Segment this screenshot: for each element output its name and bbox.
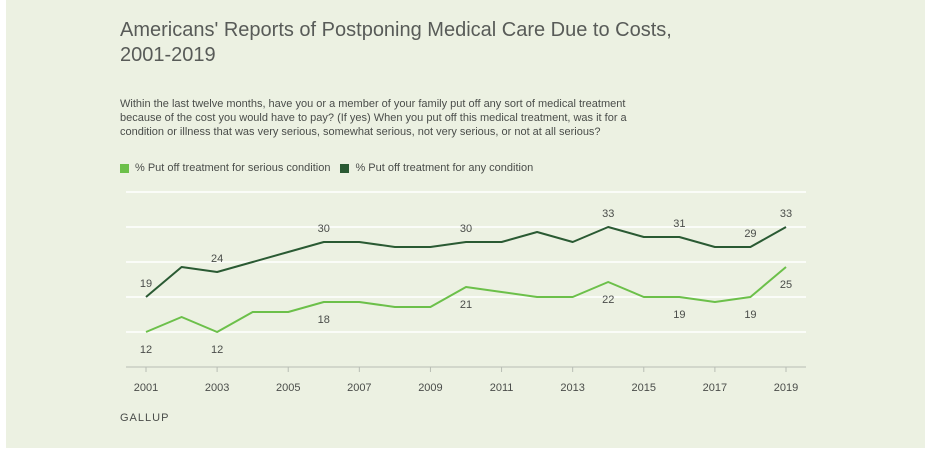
data-label: 31: [673, 218, 685, 230]
legend: % Put off treatment for serious conditio…: [120, 161, 543, 175]
legend-label-serious: % Put off treatment for serious conditio…: [135, 162, 331, 174]
x-tick-label: 2007: [347, 382, 371, 394]
data-label: 21: [460, 299, 472, 311]
legend-swatch-any: [340, 163, 350, 173]
x-tick-label: 2005: [276, 382, 300, 394]
data-label: 22: [602, 294, 614, 306]
chart-subtitle: Within the last twelve months, have you …: [120, 98, 627, 138]
legend-swatch-serious: [120, 163, 129, 173]
legend-label-any: % Put off treatment for any condition: [355, 162, 534, 174]
source-label: GALLUP: [120, 412, 170, 424]
data-label: 19: [140, 278, 152, 290]
legend-item-serious: % Put off treatment for serious conditio…: [120, 162, 330, 174]
data-label: 29: [744, 228, 756, 240]
data-label: 19: [744, 309, 756, 321]
data-label: 25: [780, 279, 792, 291]
x-tick-label: 2003: [205, 382, 229, 394]
data-label: 12: [211, 344, 223, 356]
data-label: 33: [602, 208, 614, 220]
x-tick-label: 2011: [490, 382, 514, 394]
chart-panel: [6, 0, 925, 448]
data-label: 30: [318, 223, 330, 235]
x-tick-label: 2015: [632, 382, 656, 394]
data-label: 12: [140, 344, 152, 356]
data-label: 30: [460, 223, 472, 235]
x-tick-label: 2017: [703, 382, 727, 394]
x-tick-label: 2001: [134, 382, 158, 394]
x-tick-label: 2009: [418, 382, 442, 394]
legend-item-any: % Put off treatment for any condition: [340, 162, 533, 174]
x-tick-label: 2019: [774, 382, 798, 394]
data-label: 18: [318, 314, 330, 326]
chart-title: Americans' Reports of Postponing Medical…: [120, 19, 672, 66]
any-condition-line: [145, 226, 787, 298]
data-label: 33: [780, 208, 792, 220]
data-label: 24: [211, 253, 223, 265]
data-label: 19: [673, 309, 685, 321]
serious-condition-line: [145, 266, 787, 333]
x-tick-label: 2013: [560, 382, 584, 394]
